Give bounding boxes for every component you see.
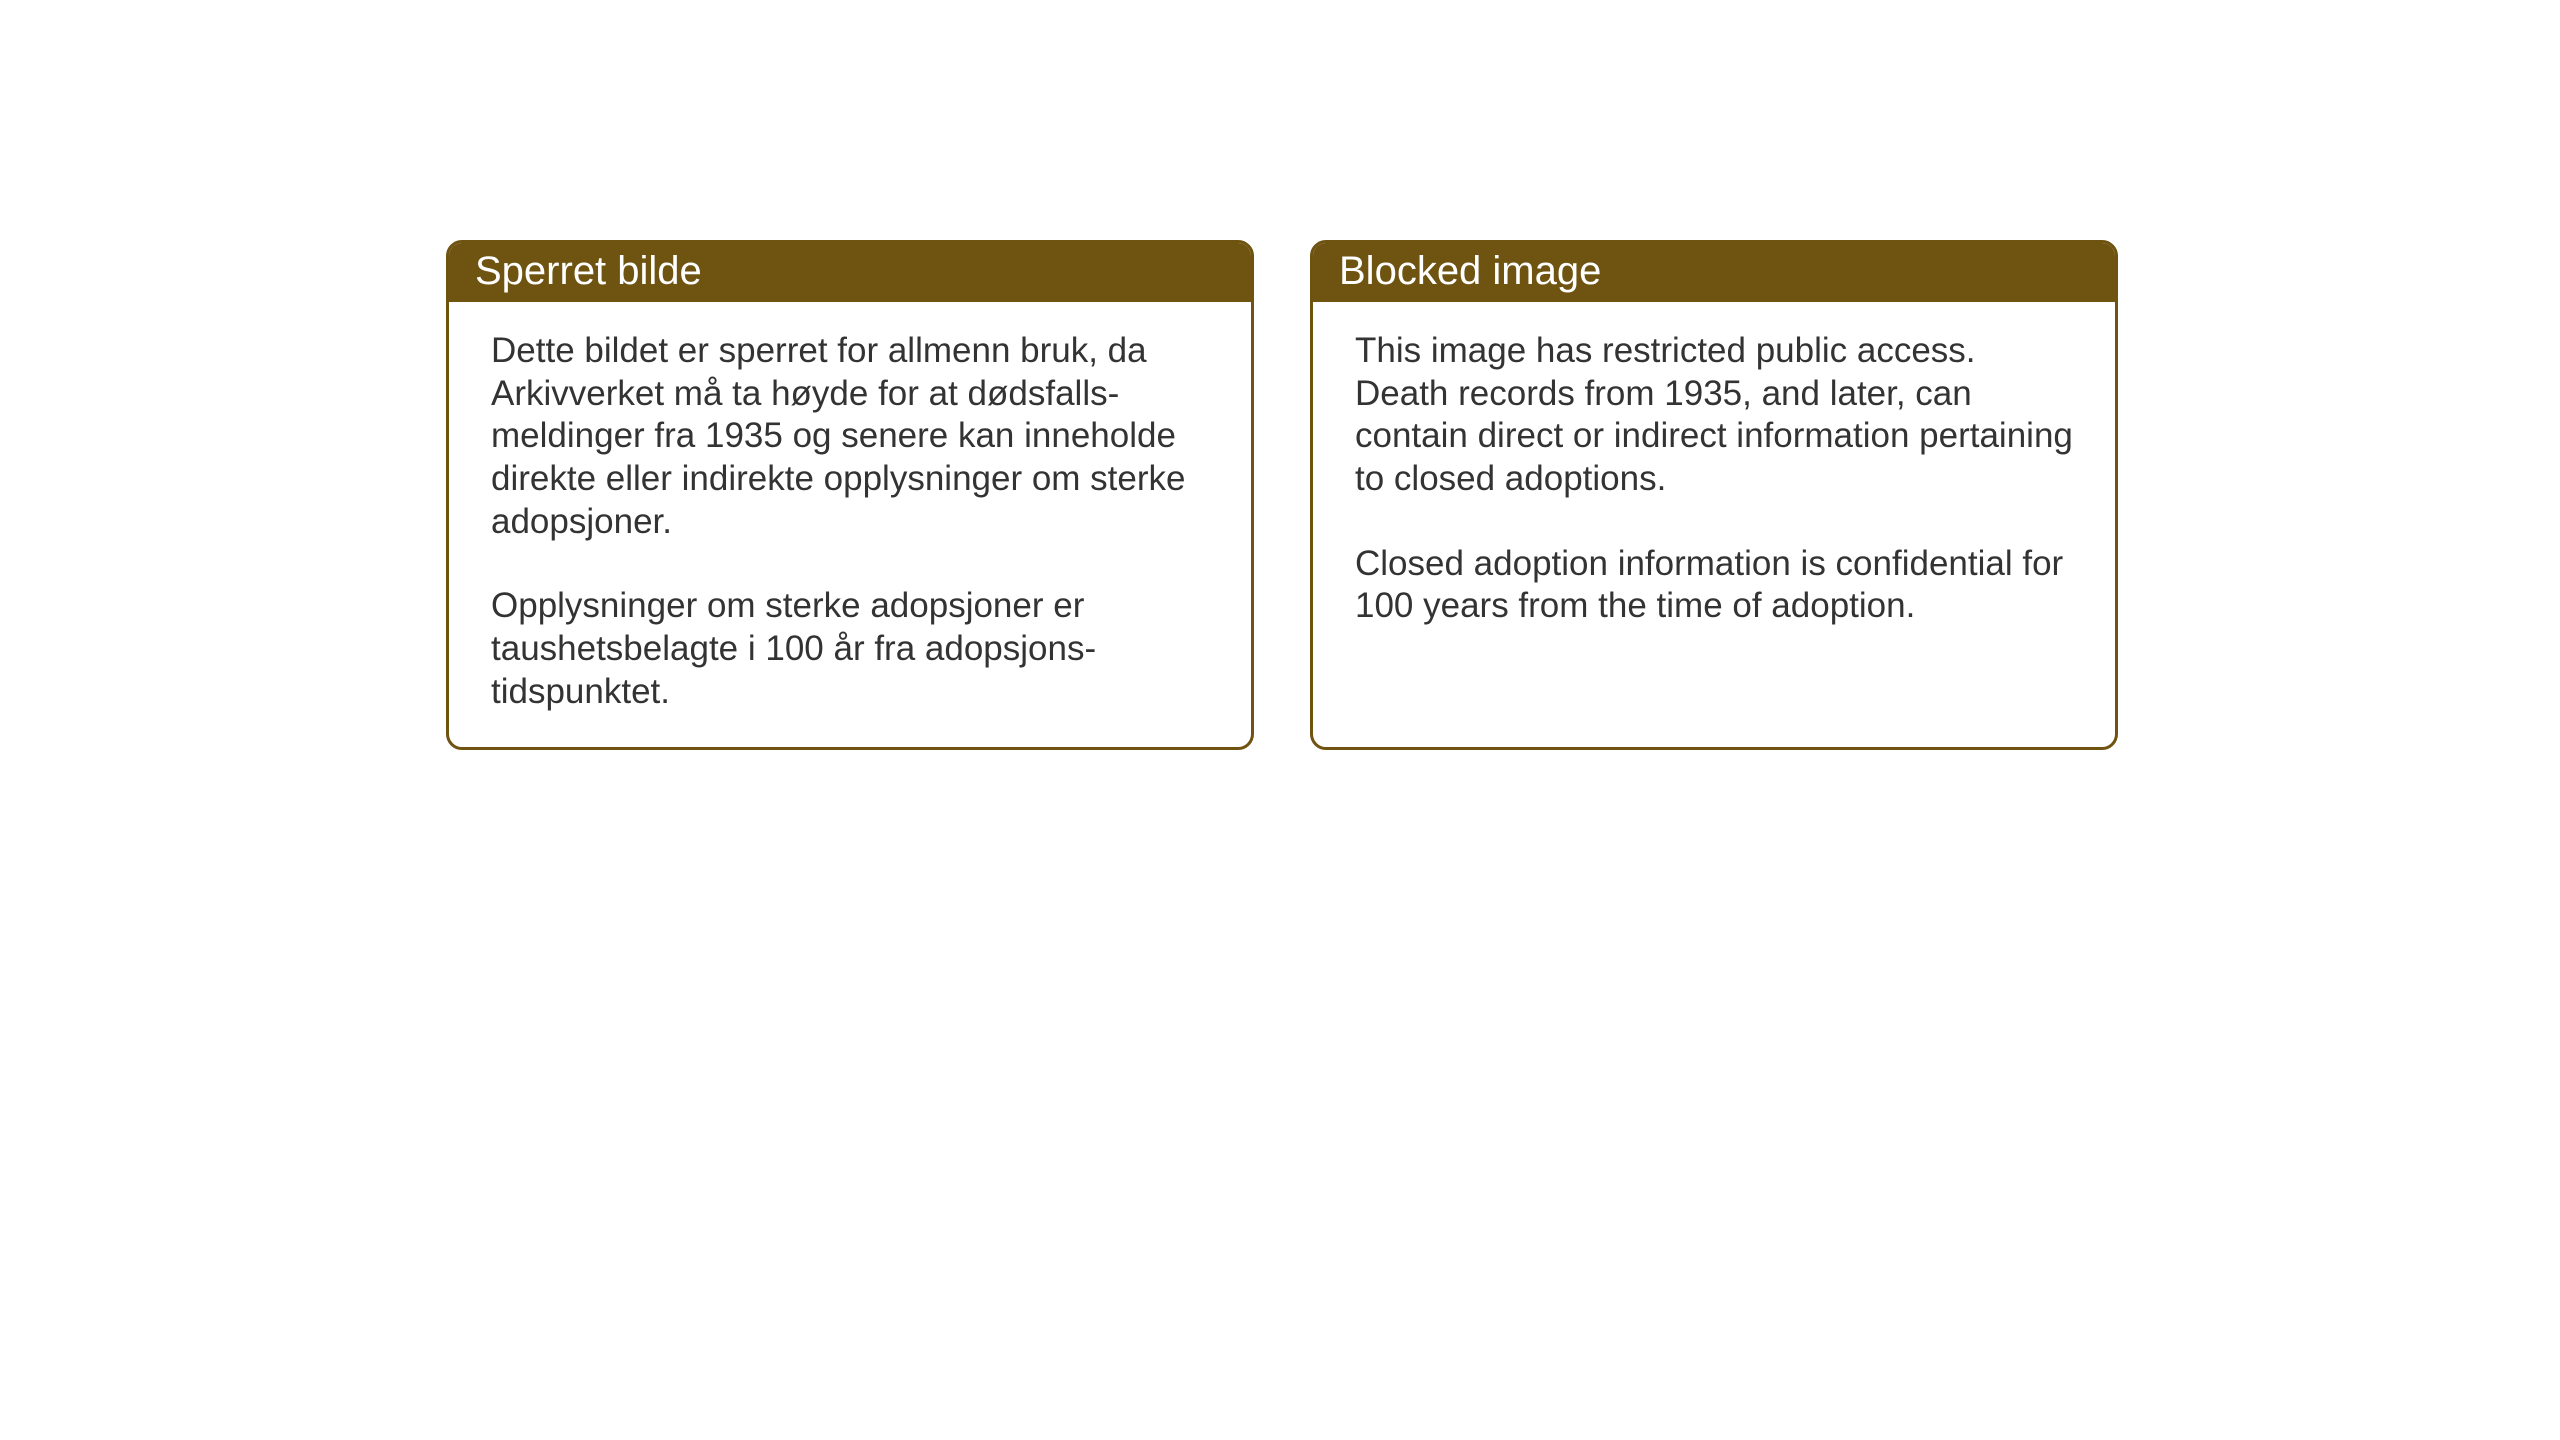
notice-card-english: Blocked image This image has restricted … <box>1310 240 2118 750</box>
notice-paragraph-1-norwegian: Dette bildet er sperret for allmenn bruk… <box>491 330 1209 543</box>
notice-container: Sperret bilde Dette bildet er sperret fo… <box>446 240 2118 750</box>
notice-paragraph-2-english: Closed adoption information is confident… <box>1355 543 2073 628</box>
notice-header-english: Blocked image <box>1313 243 2115 302</box>
notice-body-english: This image has restricted public access.… <box>1313 302 2115 660</box>
notice-paragraph-2-norwegian: Opplysninger om sterke adopsjoner er tau… <box>491 585 1209 713</box>
notice-body-norwegian: Dette bildet er sperret for allmenn bruk… <box>449 302 1251 746</box>
notice-card-norwegian: Sperret bilde Dette bildet er sperret fo… <box>446 240 1254 750</box>
notice-header-norwegian: Sperret bilde <box>449 243 1251 302</box>
notice-paragraph-1-english: This image has restricted public access.… <box>1355 330 2073 501</box>
